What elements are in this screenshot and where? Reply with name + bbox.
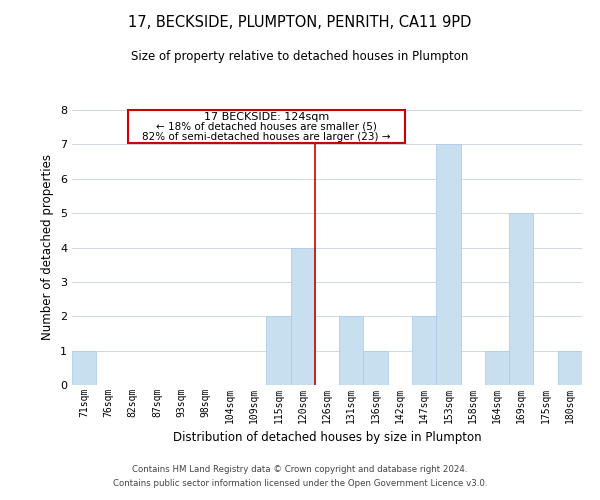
Bar [412,316,436,385]
Bar [485,350,509,385]
Bar [364,350,388,385]
X-axis label: Distribution of detached houses by size in Plumpton: Distribution of detached houses by size … [173,432,481,444]
Bar [558,350,582,385]
Bar [509,213,533,385]
Y-axis label: Number of detached properties: Number of detached properties [41,154,55,340]
Bar [266,316,290,385]
Text: Size of property relative to detached houses in Plumpton: Size of property relative to detached ho… [131,50,469,63]
Text: Contains HM Land Registry data © Crown copyright and database right 2024.
Contai: Contains HM Land Registry data © Crown c… [113,466,487,487]
Text: 17 BECKSIDE: 124sqm: 17 BECKSIDE: 124sqm [203,112,329,122]
FancyBboxPatch shape [128,110,405,142]
Text: 17, BECKSIDE, PLUMPTON, PENRITH, CA11 9PD: 17, BECKSIDE, PLUMPTON, PENRITH, CA11 9P… [128,15,472,30]
Bar [436,144,461,385]
Bar [72,350,96,385]
Bar [339,316,364,385]
Text: ← 18% of detached houses are smaller (5): ← 18% of detached houses are smaller (5) [156,122,377,132]
Bar [290,248,315,385]
Text: 82% of semi-detached houses are larger (23) →: 82% of semi-detached houses are larger (… [142,132,391,142]
